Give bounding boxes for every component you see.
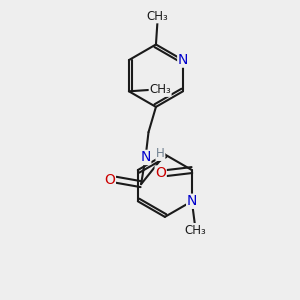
- Text: N: N: [140, 150, 151, 164]
- Text: CH₃: CH₃: [147, 10, 168, 23]
- Text: O: O: [104, 173, 115, 187]
- Text: O: O: [155, 166, 166, 180]
- Text: H: H: [156, 147, 165, 161]
- Text: CH₃: CH₃: [184, 224, 206, 237]
- Text: N: N: [178, 53, 188, 67]
- Text: N: N: [187, 194, 197, 208]
- Text: CH₃: CH₃: [149, 83, 171, 96]
